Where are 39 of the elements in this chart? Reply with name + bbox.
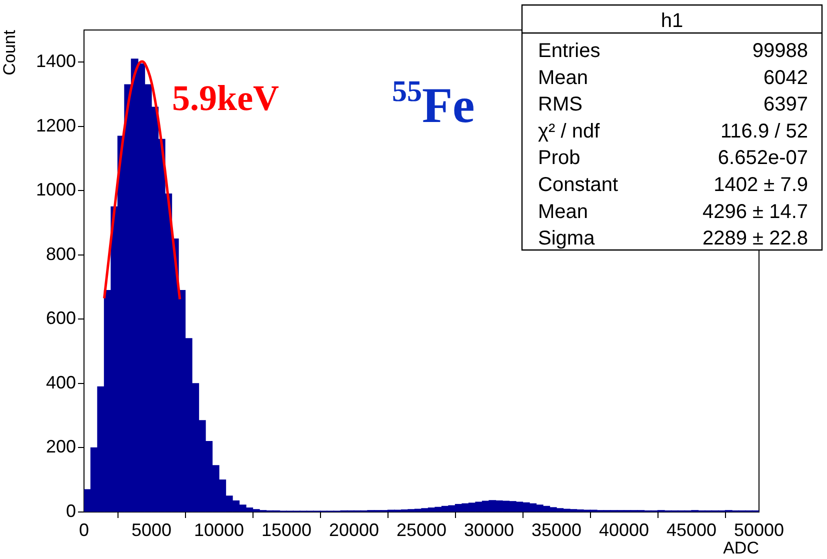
x-tick-label: 20000 (328, 520, 380, 540)
text: 6397 (764, 94, 808, 116)
annotation: Constant (538, 174, 618, 196)
annotation: 5.9keV (172, 78, 280, 118)
annotation: Sigma (538, 228, 596, 250)
annotation: Entries (538, 40, 600, 62)
x-axis-title: ADC (723, 538, 759, 558)
y-axis-title: Count (0, 30, 19, 76)
x-tick-label: 40000 (598, 520, 650, 540)
annotation: χ² / ndf (538, 120, 600, 142)
x-tick-label: 45000 (666, 520, 717, 540)
x-tick-label: 15000 (261, 520, 312, 540)
annotation: 4296 ± 14.7 (702, 200, 808, 223)
y-tick-label: 1200 (36, 115, 76, 136)
annotation: RMS (538, 94, 582, 116)
y-tick-label: 1400 (36, 51, 76, 72)
annotation: 116.9 / 52 (720, 120, 808, 142)
x-tick-label: 5000 (131, 520, 172, 540)
y-tick-label: 600 (46, 308, 76, 328)
annotation: 99988 (752, 40, 808, 62)
y-tick-label: 400 (46, 372, 76, 392)
annotation: 2289 ± 22.8 (702, 228, 808, 250)
y-tick-label: 1000 (36, 180, 76, 200)
x-tick-label: 30000 (464, 520, 514, 540)
x-tick-label: 10000 (194, 520, 244, 540)
text: 6042 (764, 66, 808, 89)
annotation: Prob (538, 147, 580, 170)
y-tick-label: 200 (46, 436, 76, 457)
x-tick-label: 35000 (531, 520, 582, 540)
annotation: 6.652e-07 (718, 147, 808, 170)
x-tick-label: 25000 (396, 520, 447, 540)
y-tick-label: 800 (46, 244, 76, 264)
annotation: Mean (538, 200, 588, 223)
y-tick-label: 0 (66, 500, 76, 521)
x-tick-label: 50000 (734, 520, 784, 540)
x-tick-label: 0 (78, 520, 90, 540)
annotation: h1 (660, 10, 684, 32)
annotation: 1402 ± 7.9 (714, 174, 808, 196)
annotation: Mean (538, 66, 588, 89)
